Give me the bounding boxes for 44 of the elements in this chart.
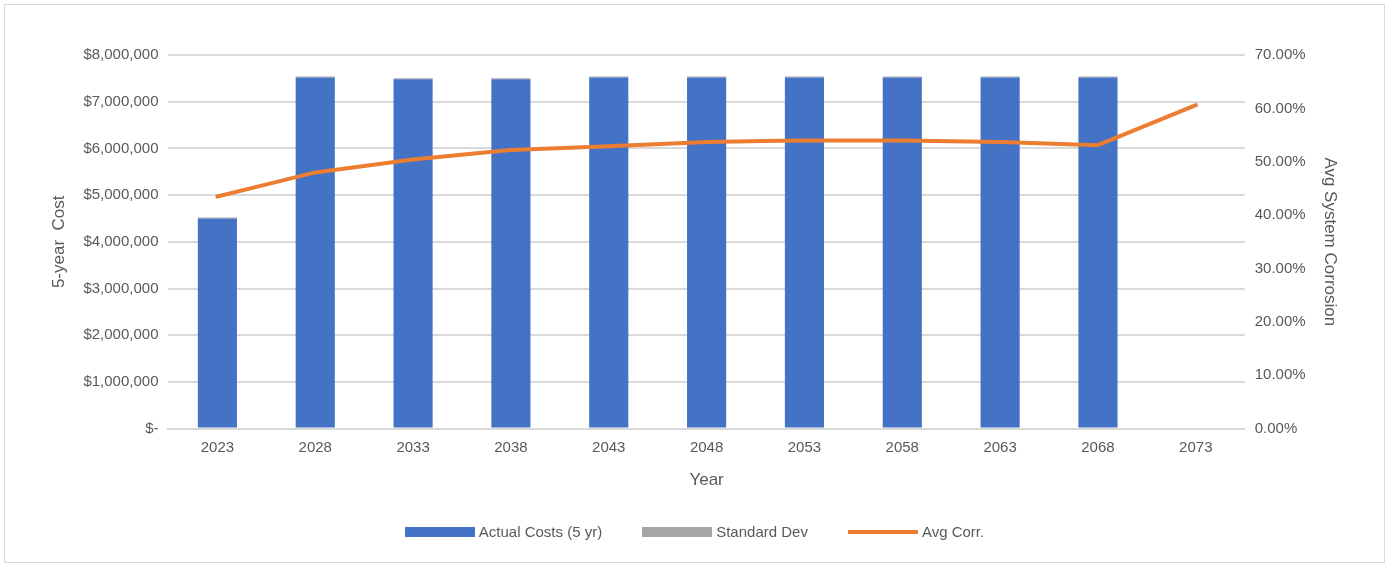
y2-tick-label: 50.00%	[1254, 151, 1306, 169]
y2-tick-label: 20.00%	[1254, 312, 1306, 329]
x-tick-label: 2073	[1179, 437, 1213, 455]
legend-label: Standard Dev	[716, 523, 808, 540]
bar	[1078, 77, 1118, 428]
y2-tick-label: 10.00%	[1254, 365, 1306, 383]
y-axis-title: 5-year Cost	[48, 195, 68, 289]
bar	[687, 77, 727, 428]
y2-tick-label: 30.00%	[1254, 258, 1306, 276]
x-tick-label: 2028	[298, 437, 332, 455]
y-tick-label: $2,000,000	[83, 325, 159, 343]
y-tick-label: $8,000,000	[83, 45, 159, 63]
bar	[393, 79, 433, 428]
bar	[882, 77, 922, 428]
x-tick-label: 2033	[396, 437, 430, 455]
bar	[295, 77, 335, 428]
x-tick-label: 2068	[1081, 437, 1115, 455]
x-axis-title: Year	[689, 470, 725, 490]
y2-tick-label: 0.00%	[1254, 418, 1298, 436]
x-tick-label: 2048	[689, 437, 724, 455]
bar	[980, 77, 1020, 428]
bar	[197, 218, 237, 428]
x-tick-label: 2058	[885, 437, 919, 455]
y-tick-label: $4,000,000	[83, 231, 159, 249]
legend-label: Actual Costs (5 yr)	[478, 523, 603, 540]
x-tick-label: 2038	[494, 437, 528, 455]
y-tick-label: $-	[145, 418, 159, 436]
y-tick-label: $7,000,000	[83, 91, 159, 109]
y-tick-label: $1,000,000	[83, 372, 159, 390]
y-tick-label: $3,000,000	[83, 278, 159, 296]
x-tick-label: 2043	[592, 437, 626, 455]
y2-tick-label: 60.00%	[1254, 98, 1306, 116]
x-tick-label: 2023	[200, 437, 235, 455]
y2-tick-label: 40.00%	[1254, 205, 1306, 223]
y2-axis-title: Avg System Corrosion	[1321, 157, 1341, 327]
y-tick-label: $6,000,000	[83, 138, 159, 156]
y2-tick-label: 70.00%	[1254, 45, 1306, 63]
bar	[491, 79, 531, 428]
x-tick-label: 2063	[983, 437, 1017, 455]
bar	[784, 77, 825, 428]
legend-label: Avg Corr.	[921, 523, 985, 540]
y-tick-label: $5,000,000	[83, 185, 159, 203]
x-tick-label: 2053	[787, 437, 822, 455]
bar	[589, 77, 629, 428]
